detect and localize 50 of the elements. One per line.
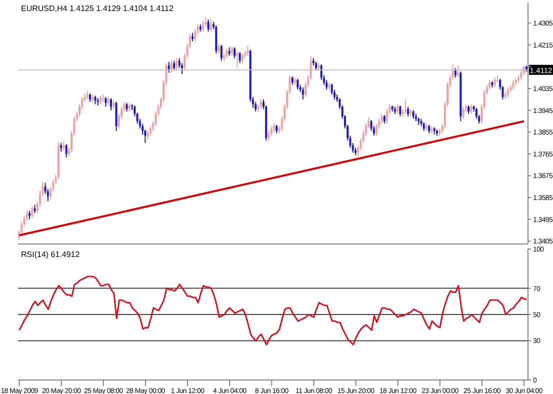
candlestick — [230, 46, 233, 56]
candlestick — [462, 106, 464, 120]
candlestick — [320, 64, 322, 81]
candlestick — [512, 80, 514, 90]
candlestick — [520, 70, 522, 81]
candlestick — [494, 77, 496, 88]
candlestick — [270, 126, 272, 136]
candlestick — [380, 113, 383, 124]
candlestick — [241, 52, 244, 64]
candlestick — [296, 78, 299, 90]
candlestick — [238, 52, 241, 64]
candlestick — [470, 104, 472, 114]
candlestick — [234, 46, 236, 59]
candlestick — [302, 86, 304, 100]
candlestick — [31, 205, 34, 219]
candlestick — [506, 86, 509, 98]
candlestick — [218, 43, 220, 54]
candlestick — [65, 144, 68, 158]
chart-title: EURUSD,H4 1.4125 1.4129 1.4104 1.4112 — [21, 4, 174, 13]
candlestick — [399, 104, 402, 117]
candlestick — [254, 101, 257, 112]
candlestick — [207, 18, 210, 32]
candlestick — [104, 96, 107, 108]
candlestick — [330, 83, 333, 96]
candlestick — [173, 60, 176, 71]
candlestick — [194, 28, 196, 42]
candlestick — [475, 107, 478, 120]
candlestick — [210, 18, 212, 32]
candlestick — [115, 101, 118, 132]
candlestick — [454, 67, 456, 78]
candlestick — [226, 48, 228, 59]
candlestick — [246, 46, 249, 56]
candlestick — [236, 50, 238, 68]
candlestick — [202, 20, 204, 32]
candlestick — [204, 16, 207, 28]
candlestick — [376, 123, 378, 136]
candlestick — [370, 119, 372, 132]
candlestick — [110, 98, 112, 111]
candlestick — [260, 98, 262, 110]
candlestick — [176, 58, 178, 71]
candlestick — [396, 104, 399, 114]
candlestick — [170, 60, 172, 74]
line-series — [18, 276, 528, 346]
chart-title: RSI(14) 61.4912 — [21, 250, 80, 259]
candlestick — [268, 130, 270, 142]
candlestick — [220, 44, 222, 62]
candlestick — [407, 106, 410, 117]
candlestick — [102, 94, 104, 102]
candlestick — [488, 80, 491, 90]
candlestick — [404, 98, 406, 114]
